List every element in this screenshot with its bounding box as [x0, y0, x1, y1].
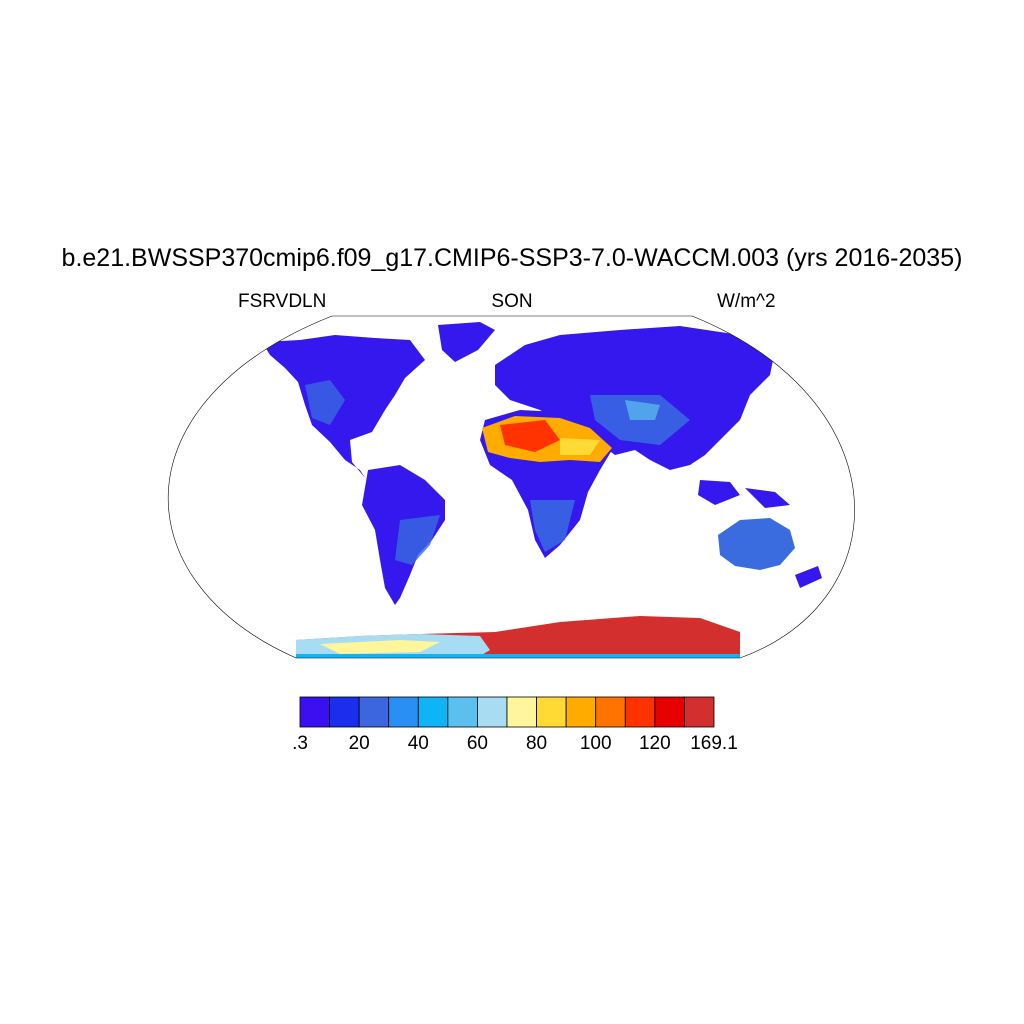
- colorbar-swatch: [477, 696, 508, 728]
- season-label: SON: [491, 291, 533, 312]
- colorbar-swatch: [417, 696, 449, 728]
- colorbar: [299, 696, 715, 728]
- colorbar-swatch: [536, 696, 567, 728]
- colorbar-swatch: [565, 696, 597, 728]
- colorbar-tick-label: 100: [579, 733, 612, 754]
- colorbar-swatch: [684, 696, 715, 728]
- colorbar-swatch: [654, 696, 685, 728]
- colorbar-swatch: [388, 696, 419, 728]
- plot-title: b.e21.BWSSP370cmip6.f09_g17.CMIP6-SSP3-7…: [61, 244, 963, 272]
- colorbar-tick-label: 80: [525, 733, 548, 754]
- colorbar-swatch: [624, 696, 656, 728]
- colorbar-swatch: [358, 696, 390, 728]
- colorbar-tick-label: .3: [292, 733, 308, 754]
- colorbar-tick-label: 40: [407, 733, 429, 754]
- colorbar-swatch: [506, 696, 537, 728]
- colorbar-swatch: [299, 696, 330, 728]
- australia: [718, 518, 795, 570]
- greenland: [438, 322, 495, 362]
- globe-outline: [167, 315, 855, 659]
- colorbar-tick-label: 20: [348, 733, 370, 754]
- colorbar-tick-label: 60: [466, 733, 488, 754]
- variable-label: FSRVDLN: [238, 291, 327, 312]
- colorbar-swatch: [595, 696, 626, 728]
- colorbar-tick-label: 120: [638, 733, 671, 754]
- units-label: W/m^2: [717, 291, 776, 312]
- colorbar-swatch: [447, 696, 478, 728]
- colorbar-tick-label: 169.1: [690, 733, 738, 754]
- land-fill: [262, 322, 822, 658]
- colorbar-swatch: [329, 696, 360, 728]
- north-america: [262, 335, 425, 478]
